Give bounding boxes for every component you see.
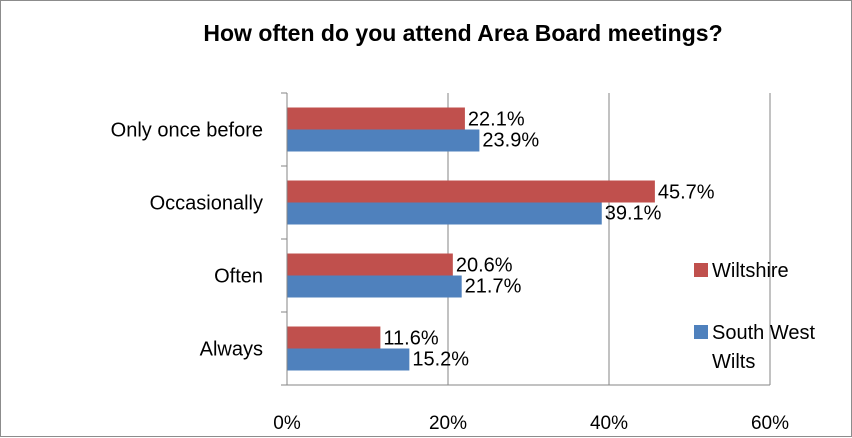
legend-swatch-wiltshire [694,263,708,277]
data-label-wiltshire-only-once-before: 22.1% [468,109,525,131]
bar-south-west-wilts-occasionally [287,202,602,225]
category-label-often: Often [214,266,263,288]
legend: Wiltshire South West Wilts [694,260,815,373]
bar-wiltshire-only-once-before [287,107,465,130]
data-label-south-west-wilts-often: 21.7% [465,276,522,298]
chart-title: How often do you attend Area Board meeti… [203,20,722,46]
data-label-wiltshire-often: 20.6% [456,255,513,277]
data-label-wiltshire-occasionally: 45.7% [658,182,715,204]
legend-label-south-west-wilts: South West [712,322,815,344]
bar-wiltshire-often [287,253,453,276]
bar-south-west-wilts-only-once-before [287,129,480,152]
x-tick-label: 40% [590,413,628,434]
category-label-always: Always [200,339,263,361]
bars [287,107,655,371]
data-label-south-west-wilts-only-once-before: 23.9% [482,130,539,152]
bar-wiltshire-occasionally [287,180,655,203]
x-tick-label: 0% [273,413,301,434]
bar-wiltshire-always [287,326,381,349]
legend-swatch-south-west-wilts [694,325,708,339]
data-label-wiltshire-always: 11.6% [383,328,438,350]
x-tick-label: 20% [429,413,467,434]
data-label-south-west-wilts-occasionally: 39.1% [605,203,662,225]
data-labels: 22.1%23.9% 45.7%39.1% 20.6%21.7% 11.6%15.2% [383,109,714,371]
axes: 0% 20% 40% 60% Only once before Occasionally O… [111,92,789,434]
data-label-south-west-wilts-always: 15.2% [412,349,469,371]
bar-south-west-wilts-often [287,275,462,298]
legend-label-south-west-wilts: Wilts [712,351,755,373]
x-tick-label: 60% [751,413,789,434]
category-label-occasionally: Occasionally [150,193,263,215]
bar-south-west-wilts-always [287,348,410,371]
legend-label-wiltshire: Wiltshire [712,260,789,282]
category-label-only-once-before: Only once before [111,120,263,142]
